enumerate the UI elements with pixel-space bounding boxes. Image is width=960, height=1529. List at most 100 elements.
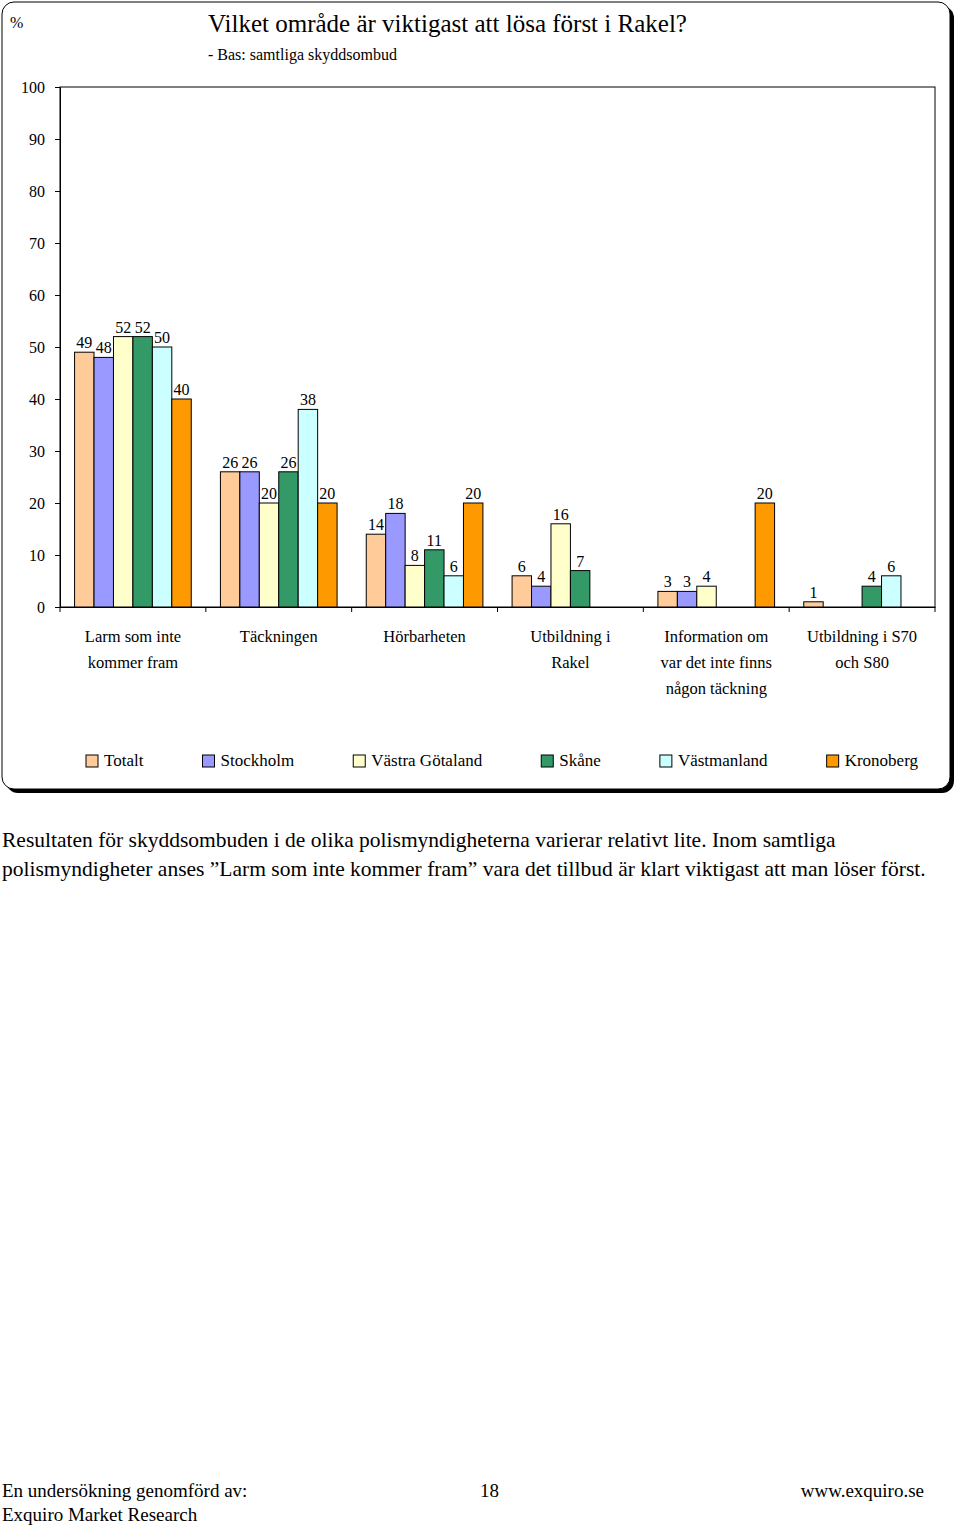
x-tick-label: Utbildning iRakel: [530, 627, 611, 672]
bar: [220, 472, 239, 607]
legend-item: Totalt: [86, 751, 144, 770]
y-axis-line: [55, 88, 61, 608]
y-tick-mark: [55, 503, 60, 504]
y-tick-label: 100: [21, 79, 45, 96]
legend-item: Västmanland: [660, 751, 768, 770]
legend-label: Kronoberg: [845, 751, 919, 770]
x-tick-separator: [497, 607, 498, 612]
bar: [425, 550, 444, 607]
data-label: 7: [576, 553, 584, 570]
data-label: 26: [280, 454, 296, 471]
data-label: 26: [242, 454, 258, 471]
data-label: 49: [76, 334, 92, 351]
y-tick: 50: [29, 339, 60, 356]
x-tick-label: Larm som intekommer fram: [85, 627, 181, 672]
x-tick-label: Täckningen: [240, 627, 318, 646]
data-label: 6: [450, 558, 458, 575]
body-text: Resultaten för skyddsombuden i de olika …: [2, 826, 954, 884]
bar: [113, 337, 132, 607]
bar: [259, 503, 278, 607]
data-label: 4: [868, 568, 876, 585]
page-number: 18: [480, 1480, 499, 1502]
y-tick: 100: [21, 79, 60, 96]
bar: [298, 409, 317, 607]
data-label: 20: [757, 485, 773, 502]
y-axis: 0102030405060708090100: [21, 79, 61, 616]
bar: [133, 337, 152, 607]
footer-text: En undersökning genomförd av:: [2, 1480, 247, 1502]
bar: [240, 472, 259, 607]
data-label: 20: [319, 485, 335, 502]
bar: [75, 352, 94, 607]
legend-item: Kronoberg: [827, 751, 919, 770]
x-tick: Larm som intekommer fram: [85, 607, 181, 672]
data-label: 26: [222, 454, 238, 471]
legend-label: Totalt: [104, 751, 144, 770]
x-tick-label: Information omvar det inte finnsnågon tä…: [661, 627, 772, 698]
bar: [658, 591, 677, 607]
x-axis: Larm som intekommer fram Täckningen Hörbar…: [60, 607, 936, 698]
y-tick-label: 40: [29, 391, 45, 408]
bar: [755, 503, 774, 607]
x-tick-separator: [789, 607, 790, 612]
y-tick-mark: [55, 451, 60, 452]
y-tick-mark: [55, 295, 60, 296]
legend-item: Skåne: [541, 751, 601, 770]
bar: [152, 347, 171, 607]
legend: Totalt Stockholm Västra Götaland Skåne Västm…: [86, 751, 918, 770]
legend-swatch: [827, 755, 839, 767]
x-tick-separator: [643, 607, 644, 612]
legend-swatch: [202, 755, 214, 767]
data-label: 6: [518, 558, 526, 575]
bar: [444, 576, 463, 607]
x-tick: Hörbarheten: [383, 607, 465, 646]
bars: [75, 337, 901, 607]
x-tick: Utbildning i S70och S80: [807, 607, 917, 672]
y-tick: 20: [29, 495, 60, 512]
legend-swatch: [660, 755, 672, 767]
y-tick-mark: [55, 555, 60, 556]
y-tick-mark: [55, 399, 60, 400]
y-tick-mark: [55, 191, 60, 192]
data-label: 4: [703, 568, 711, 585]
bar: [318, 503, 337, 607]
y-tick-label: 80: [29, 183, 45, 200]
x-tick: Information omvar det inte finnsnågon tä…: [661, 607, 772, 698]
data-label: 16: [553, 506, 569, 523]
bar: [366, 534, 385, 607]
x-tick-separator: [60, 607, 61, 612]
bar: [512, 576, 531, 607]
legend-swatch: [86, 755, 98, 767]
y-tick: 10: [29, 547, 60, 564]
bar: [804, 602, 823, 607]
data-labels: 4926146314826184352208164522611745038664…: [76, 319, 895, 601]
bar: [551, 524, 570, 607]
bar: [463, 503, 482, 607]
x-tick-separator: [351, 607, 352, 612]
data-label: 40: [174, 381, 190, 398]
bar: [677, 591, 696, 607]
legend-label: Stockholm: [220, 751, 294, 770]
y-tick-mark: [55, 607, 60, 608]
y-tick-mark: [55, 347, 60, 348]
bar: [532, 586, 551, 607]
y-tick: 90: [29, 131, 60, 148]
y-tick: 70: [29, 235, 60, 252]
subtitle: - Bas: samtliga skyddsombud: [208, 46, 397, 64]
x-tick-label: Hörbarheten: [383, 627, 465, 646]
data-label: 4: [537, 568, 545, 585]
x-tick-separator: [205, 607, 206, 612]
data-label: 52: [115, 319, 131, 336]
footer-url: www.exquiro.se: [801, 1480, 924, 1502]
data-label: 20: [261, 485, 277, 502]
bar: [405, 565, 424, 607]
y-tick: 0: [37, 599, 60, 616]
x-tick: Täckningen: [240, 607, 318, 646]
y-tick-label: 90: [29, 131, 45, 148]
data-label: 8: [411, 547, 419, 564]
data-label: 48: [96, 339, 112, 356]
y-tick-mark: [55, 243, 60, 244]
data-label: 14: [368, 516, 384, 533]
data-label: 6: [887, 558, 895, 575]
legend-item: Västra Götaland: [353, 751, 482, 770]
